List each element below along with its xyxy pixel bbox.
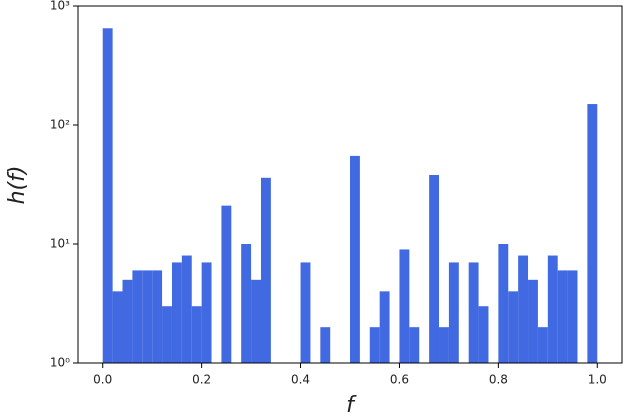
x-tick-label: 0.4 — [291, 373, 310, 387]
bar — [191, 306, 202, 363]
x-tick-label: 1.0 — [588, 373, 607, 387]
bar — [508, 291, 519, 363]
bar — [300, 262, 311, 363]
y-tick-label: 10¹ — [50, 237, 70, 251]
bar — [528, 279, 538, 363]
y-tick-label: 10³ — [50, 0, 70, 13]
bar — [102, 28, 113, 364]
x-tick-label: 0.6 — [390, 373, 409, 387]
x-axis-label: f — [346, 393, 357, 418]
bar — [132, 270, 143, 363]
bar — [547, 255, 558, 363]
x-tick-label: 0.8 — [489, 373, 508, 387]
bar — [201, 262, 212, 363]
bar — [320, 327, 331, 363]
bar — [260, 177, 271, 363]
y-tick-label: 10² — [50, 118, 70, 132]
bar — [498, 244, 509, 363]
bar — [369, 327, 380, 363]
bar — [379, 291, 390, 363]
bar — [181, 255, 192, 363]
bar — [537, 327, 548, 363]
bar — [112, 291, 123, 363]
bar — [557, 270, 568, 363]
x-tick-label: 0.0 — [93, 373, 112, 387]
bar — [409, 327, 420, 363]
bar — [439, 327, 449, 363]
bar — [518, 255, 529, 363]
bar — [122, 279, 133, 363]
bar — [152, 270, 163, 363]
bar — [162, 306, 172, 363]
bar — [350, 155, 360, 363]
bar — [142, 270, 153, 363]
bar — [399, 249, 410, 363]
bar — [429, 175, 440, 363]
y-axis-label: h(f) — [5, 166, 30, 205]
bar — [221, 205, 232, 363]
bar — [171, 262, 182, 363]
x-tick-label: 0.2 — [192, 373, 211, 387]
axes-frame — [77, 5, 623, 364]
bar — [468, 262, 479, 363]
y-tick-label: 10⁰ — [50, 356, 70, 370]
bar — [251, 279, 261, 363]
bar — [587, 104, 598, 364]
bar — [478, 306, 489, 363]
bar — [448, 262, 459, 363]
bar — [567, 270, 578, 363]
bar — [241, 244, 252, 363]
